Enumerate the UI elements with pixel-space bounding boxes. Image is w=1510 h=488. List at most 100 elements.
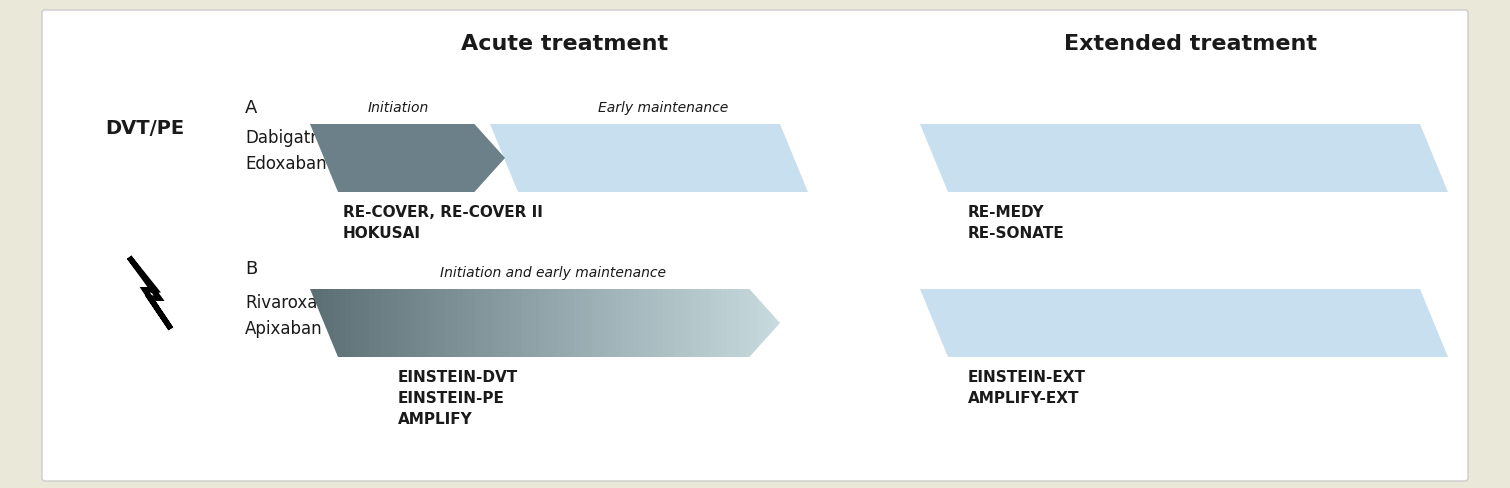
Polygon shape bbox=[474, 288, 480, 358]
Polygon shape bbox=[627, 288, 633, 358]
Polygon shape bbox=[592, 288, 598, 358]
Text: B: B bbox=[245, 260, 257, 278]
Polygon shape bbox=[510, 288, 515, 358]
Polygon shape bbox=[574, 288, 580, 358]
Polygon shape bbox=[686, 288, 692, 358]
Polygon shape bbox=[362, 288, 368, 358]
Polygon shape bbox=[439, 288, 445, 358]
Polygon shape bbox=[545, 288, 551, 358]
Polygon shape bbox=[710, 288, 716, 358]
Polygon shape bbox=[692, 288, 698, 358]
Polygon shape bbox=[504, 288, 510, 358]
Polygon shape bbox=[744, 288, 750, 358]
Polygon shape bbox=[515, 288, 521, 358]
Polygon shape bbox=[698, 288, 704, 358]
Polygon shape bbox=[639, 288, 645, 358]
Polygon shape bbox=[399, 288, 405, 358]
Polygon shape bbox=[405, 288, 409, 358]
Text: Dabigatran
Edoxaban: Dabigatran Edoxaban bbox=[245, 128, 338, 173]
Polygon shape bbox=[732, 288, 738, 358]
Text: Initiation and early maintenance: Initiation and early maintenance bbox=[439, 265, 666, 280]
Polygon shape bbox=[310, 288, 316, 358]
Polygon shape bbox=[451, 288, 458, 358]
Polygon shape bbox=[663, 288, 669, 358]
Polygon shape bbox=[563, 288, 568, 358]
Polygon shape bbox=[492, 288, 498, 358]
Text: A: A bbox=[245, 99, 257, 117]
Polygon shape bbox=[704, 288, 710, 358]
Polygon shape bbox=[533, 288, 539, 358]
Polygon shape bbox=[604, 288, 610, 358]
Text: EINSTEIN-EXT
AMPLIFY-EXT: EINSTEIN-EXT AMPLIFY-EXT bbox=[968, 369, 1086, 405]
Polygon shape bbox=[498, 288, 504, 358]
Polygon shape bbox=[368, 288, 374, 358]
Polygon shape bbox=[458, 288, 462, 358]
Polygon shape bbox=[750, 288, 757, 358]
Text: EINSTEIN-DVT
EINSTEIN-PE
AMPLIFY: EINSTEIN-DVT EINSTEIN-PE AMPLIFY bbox=[399, 369, 518, 426]
Polygon shape bbox=[775, 288, 781, 358]
Polygon shape bbox=[427, 288, 433, 358]
Polygon shape bbox=[557, 288, 563, 358]
Polygon shape bbox=[763, 288, 769, 358]
Polygon shape bbox=[757, 288, 763, 358]
Text: Extended treatment: Extended treatment bbox=[1063, 34, 1317, 54]
Polygon shape bbox=[322, 288, 328, 358]
Polygon shape bbox=[669, 288, 675, 358]
Text: Initiation: Initiation bbox=[368, 101, 429, 115]
Polygon shape bbox=[716, 288, 722, 358]
Polygon shape bbox=[920, 289, 1448, 357]
Polygon shape bbox=[769, 288, 775, 358]
Polygon shape bbox=[568, 288, 574, 358]
Polygon shape bbox=[728, 288, 732, 358]
Polygon shape bbox=[381, 288, 387, 358]
Polygon shape bbox=[393, 288, 399, 358]
Polygon shape bbox=[340, 288, 346, 358]
Polygon shape bbox=[539, 288, 545, 358]
Text: RE-COVER, RE-COVER II
HOKUSAI: RE-COVER, RE-COVER II HOKUSAI bbox=[343, 204, 544, 241]
Polygon shape bbox=[586, 288, 592, 358]
Polygon shape bbox=[356, 288, 362, 358]
Polygon shape bbox=[491, 125, 808, 193]
Polygon shape bbox=[409, 288, 415, 358]
Polygon shape bbox=[334, 288, 340, 358]
Polygon shape bbox=[130, 258, 171, 329]
Text: Acute treatment: Acute treatment bbox=[462, 34, 669, 54]
Polygon shape bbox=[680, 288, 686, 358]
Text: Rivaroxaban
Apixaban: Rivaroxaban Apixaban bbox=[245, 293, 349, 338]
Polygon shape bbox=[445, 288, 451, 358]
Text: DVT/PE: DVT/PE bbox=[106, 119, 184, 138]
Polygon shape bbox=[551, 288, 557, 358]
Text: Early maintenance: Early maintenance bbox=[598, 101, 728, 115]
Polygon shape bbox=[598, 288, 604, 358]
Polygon shape bbox=[645, 288, 651, 358]
Polygon shape bbox=[468, 288, 474, 358]
Polygon shape bbox=[374, 288, 381, 358]
FancyBboxPatch shape bbox=[42, 11, 1468, 481]
Polygon shape bbox=[387, 288, 393, 358]
Polygon shape bbox=[462, 288, 468, 358]
Polygon shape bbox=[415, 288, 421, 358]
Polygon shape bbox=[421, 288, 427, 358]
Polygon shape bbox=[616, 288, 622, 358]
Polygon shape bbox=[527, 288, 533, 358]
Polygon shape bbox=[521, 288, 527, 358]
Polygon shape bbox=[433, 288, 439, 358]
Polygon shape bbox=[480, 288, 486, 358]
Polygon shape bbox=[310, 125, 504, 193]
Text: RE-MEDY
RE-SONATE: RE-MEDY RE-SONATE bbox=[968, 204, 1065, 241]
Polygon shape bbox=[486, 288, 492, 358]
Polygon shape bbox=[738, 288, 744, 358]
Polygon shape bbox=[633, 288, 639, 358]
Polygon shape bbox=[657, 288, 663, 358]
Polygon shape bbox=[328, 288, 334, 358]
Polygon shape bbox=[580, 288, 586, 358]
Polygon shape bbox=[622, 288, 627, 358]
Polygon shape bbox=[346, 288, 352, 358]
Polygon shape bbox=[920, 125, 1448, 193]
Polygon shape bbox=[610, 288, 616, 358]
Polygon shape bbox=[722, 288, 728, 358]
Polygon shape bbox=[675, 288, 680, 358]
Polygon shape bbox=[316, 288, 322, 358]
Polygon shape bbox=[352, 288, 356, 358]
Polygon shape bbox=[651, 288, 657, 358]
